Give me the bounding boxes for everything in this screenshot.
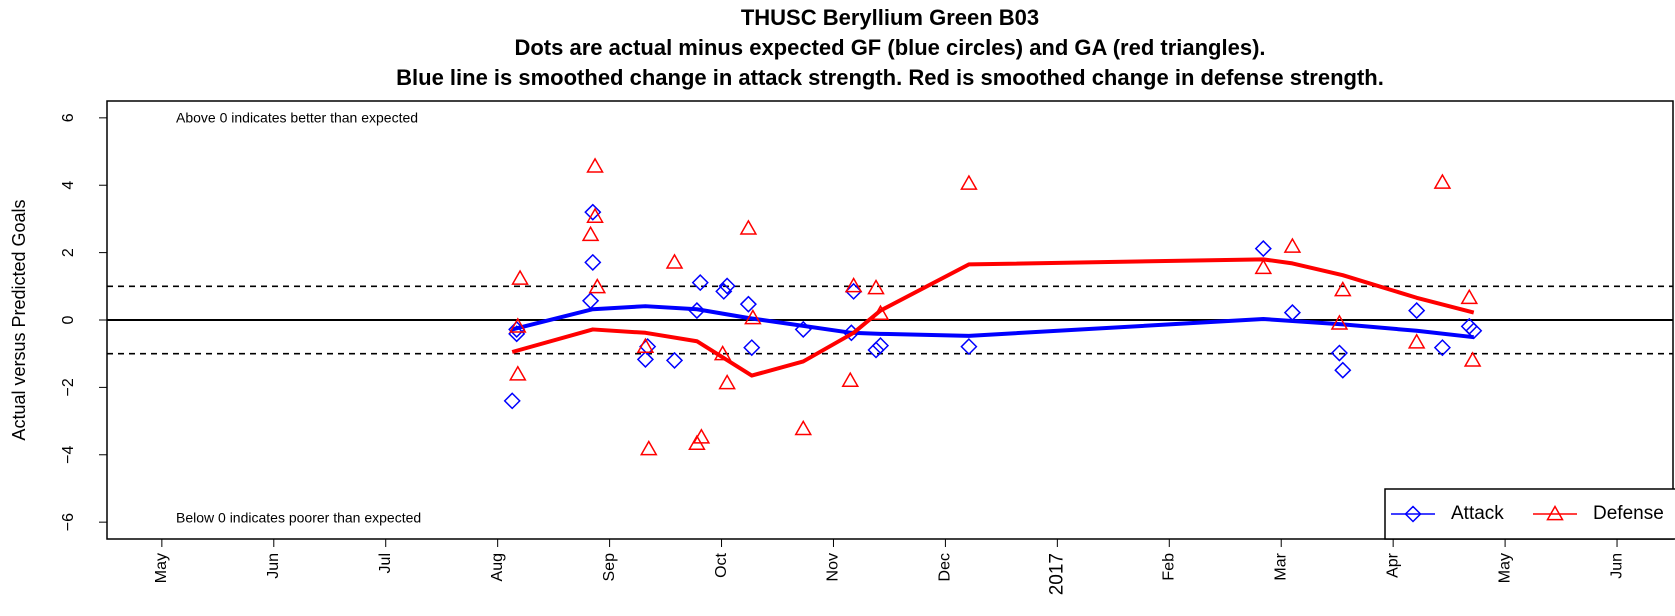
diamond-marker — [743, 339, 761, 357]
triangle-marker — [692, 428, 711, 444]
triangle-marker — [1283, 237, 1302, 253]
diamond-marker — [1330, 344, 1348, 362]
triangle-marker — [1407, 333, 1426, 349]
legend-label: Attack — [1451, 503, 1504, 524]
legend-label: Defense — [1593, 503, 1664, 524]
x-tick-label: Sep — [601, 553, 618, 582]
chart-subtitle: Blue line is smoothed change in attack s… — [396, 65, 1384, 90]
triangle-marker — [511, 269, 529, 285]
x-tick-label: Apr — [1384, 552, 1401, 578]
diamond-marker — [1283, 304, 1301, 322]
diamond-marker — [1334, 361, 1352, 379]
diamond-marker — [718, 277, 736, 295]
x-tick-label: Jun — [1608, 553, 1625, 579]
chart-title: THUSC Beryllium Green B03 — [741, 5, 1039, 30]
diamond-marker — [636, 350, 654, 368]
x-tick-label: Oct — [713, 552, 730, 577]
triangle-marker — [744, 308, 762, 325]
triangle-marker — [1463, 351, 1482, 367]
triangle-marker — [867, 278, 885, 295]
x-tick-label: 2017 — [1046, 553, 1067, 595]
smoothed-line — [511, 304, 1474, 340]
x-tick-label: May — [1496, 553, 1513, 583]
triangle-marker — [841, 371, 860, 388]
diamond-marker — [665, 351, 684, 369]
diamond-marker — [503, 392, 521, 410]
triangle-marker — [1460, 288, 1479, 305]
triangle-marker — [586, 157, 604, 173]
triangle-marker — [794, 419, 813, 436]
diamond-marker — [845, 282, 863, 300]
diamond-marker — [794, 320, 812, 338]
x-tick-label: Mar — [1272, 552, 1289, 580]
triangle-marker — [509, 365, 527, 381]
triangle-marker — [718, 373, 736, 390]
diamond-marker — [1404, 505, 1422, 523]
triangle-marker — [844, 276, 863, 293]
smoothed-line — [511, 257, 1475, 378]
y-tick-label: 6 — [60, 113, 77, 122]
x-tick-label: Dec — [937, 553, 954, 581]
diamond-marker — [739, 295, 757, 313]
triangle-marker — [639, 440, 658, 456]
y-tick-label: 0 — [60, 315, 77, 324]
triangle-marker — [636, 337, 655, 353]
y-tick-label: −4 — [60, 446, 77, 464]
triangle-marker — [509, 317, 527, 333]
diamond-marker — [584, 253, 602, 271]
triangle-marker — [960, 174, 978, 190]
diamond-marker — [1254, 240, 1272, 258]
x-tick-label: Nov — [825, 553, 842, 581]
x-tick-label: May — [153, 553, 170, 583]
diamond-marker — [1460, 317, 1478, 335]
triangle-marker — [1330, 314, 1349, 330]
triangle-marker — [1546, 504, 1564, 521]
y-tick-label: −2 — [60, 378, 77, 396]
diamond-marker — [1408, 302, 1426, 320]
annotation: Below 0 indicates poorer than expected — [176, 510, 421, 526]
triangle-marker — [588, 277, 607, 294]
triangle-marker — [581, 225, 600, 242]
triangle-marker — [1433, 173, 1452, 189]
diamond-marker — [691, 274, 709, 292]
diamond-marker — [715, 282, 733, 300]
x-tick-label: Jul — [377, 553, 394, 573]
diamond-marker — [584, 203, 602, 221]
y-axis-label: Actual versus Predicted Goals — [9, 199, 29, 440]
triangle-marker — [871, 304, 890, 320]
chart-subtitle: Dots are actual minus expected GF (blue … — [514, 35, 1265, 60]
plot-frame — [106, 100, 1674, 540]
diamond-marker — [688, 302, 706, 320]
triangle-marker — [1254, 258, 1273, 275]
legend: Attack Defense — [1384, 488, 1675, 540]
triangle-marker — [739, 219, 758, 235]
triangle-marker — [665, 253, 684, 269]
diamond-marker — [867, 341, 885, 359]
triangle-marker — [1333, 281, 1352, 297]
diamond-marker — [582, 292, 600, 310]
y-tick-label: 2 — [60, 248, 77, 257]
triangle-marker — [713, 345, 732, 361]
annotation: Above 0 indicates better than expected — [176, 110, 418, 126]
triangle-marker — [586, 207, 604, 223]
y-tick-label: 4 — [60, 181, 77, 190]
x-tick-label: Feb — [1161, 553, 1178, 581]
x-tick-label: Aug — [489, 553, 506, 581]
diamond-marker — [960, 338, 978, 356]
diamond-marker — [871, 337, 890, 355]
diamond-marker — [1465, 322, 1483, 340]
x-tick-label: Jun — [265, 553, 282, 579]
y-tick-label: −6 — [60, 513, 77, 531]
diamond-marker — [1433, 339, 1451, 357]
